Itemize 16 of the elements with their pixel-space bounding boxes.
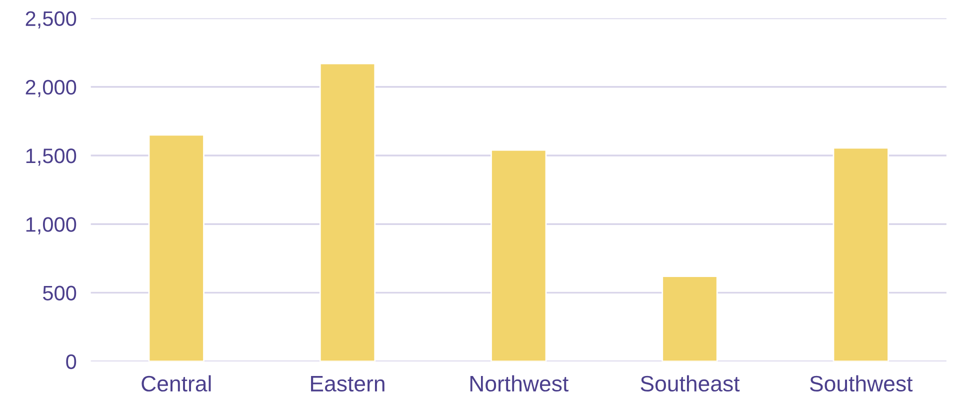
bar — [490, 149, 547, 362]
x-tick-label: Southeast — [640, 375, 740, 392]
y-tick-label: 1,500 — [26, 148, 76, 166]
bar — [319, 62, 376, 362]
y-tick-label: 2,500 — [26, 11, 76, 28]
y-tick-label: 2,000 — [26, 80, 76, 98]
bar — [148, 134, 204, 362]
x-tick-label: Southwest — [810, 375, 913, 392]
bar — [662, 276, 718, 362]
bar — [832, 147, 889, 362]
y-tick-label: 500 — [43, 286, 76, 300]
x-tick-label: Central — [142, 375, 211, 392]
x-tick-label: Northwest — [470, 375, 568, 392]
y-tick-label: 1,000 — [26, 217, 76, 234]
y-tick-label: 0 — [66, 354, 76, 370]
x-tick-label: Eastern — [311, 376, 384, 392]
